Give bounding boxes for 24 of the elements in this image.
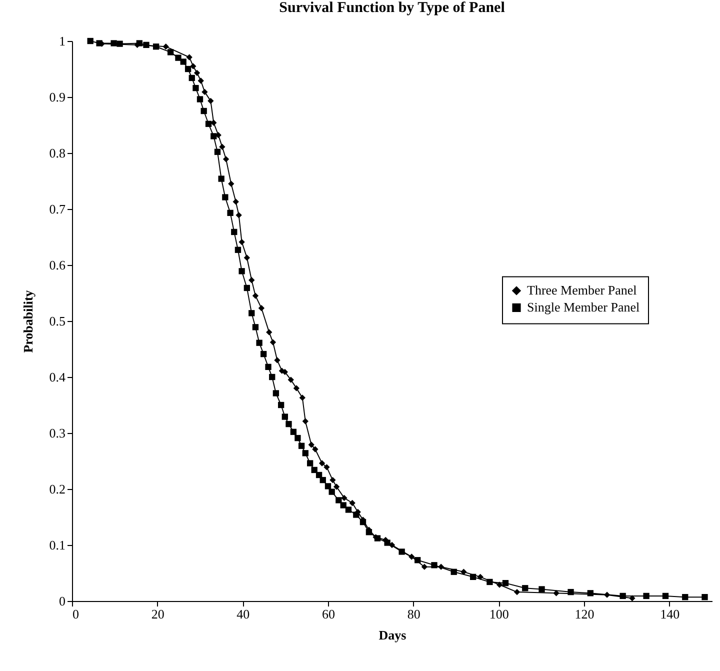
y-tick-label: 0.5 [49, 314, 66, 328]
y-tick-label: 1 [59, 34, 66, 48]
x-tick-label: 60 [322, 606, 335, 622]
legend-label: Single Member Panel [527, 300, 640, 315]
legend-label: Three Member Panel [527, 282, 638, 298]
x-tick-label: 80 [407, 606, 420, 622]
x-tick-label: 100 [489, 606, 509, 622]
y-tick-label: 0.1 [49, 538, 66, 552]
x-tick-label: 0 [72, 606, 79, 622]
y-tick-label: 0.3 [49, 426, 66, 440]
y-tick-label: 0.4 [49, 370, 66, 384]
x-tick-label: 120 [574, 606, 594, 622]
y-tick-label: 0.6 [49, 258, 66, 272]
y-tick-label: 0 [59, 594, 66, 608]
x-axis-title: Days [378, 628, 406, 642]
chart-title: Survival Function by Type of Panel [279, 0, 505, 16]
y-tick-label: 0.9 [49, 90, 66, 104]
y-axis-title: Probability [20, 290, 36, 353]
y-tick-label: 0.2 [49, 482, 66, 496]
y-tick-label: 0.8 [49, 146, 66, 160]
x-tick-label: 140 [660, 606, 680, 622]
x-tick-label: 40 [236, 606, 250, 622]
y-tick-label: 0.7 [49, 202, 66, 216]
x-tick-label: 20 [151, 606, 164, 622]
